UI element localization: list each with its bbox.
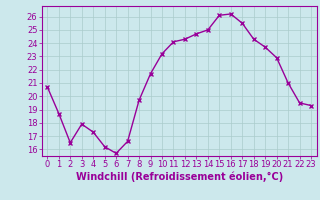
X-axis label: Windchill (Refroidissement éolien,°C): Windchill (Refroidissement éolien,°C) <box>76 172 283 182</box>
